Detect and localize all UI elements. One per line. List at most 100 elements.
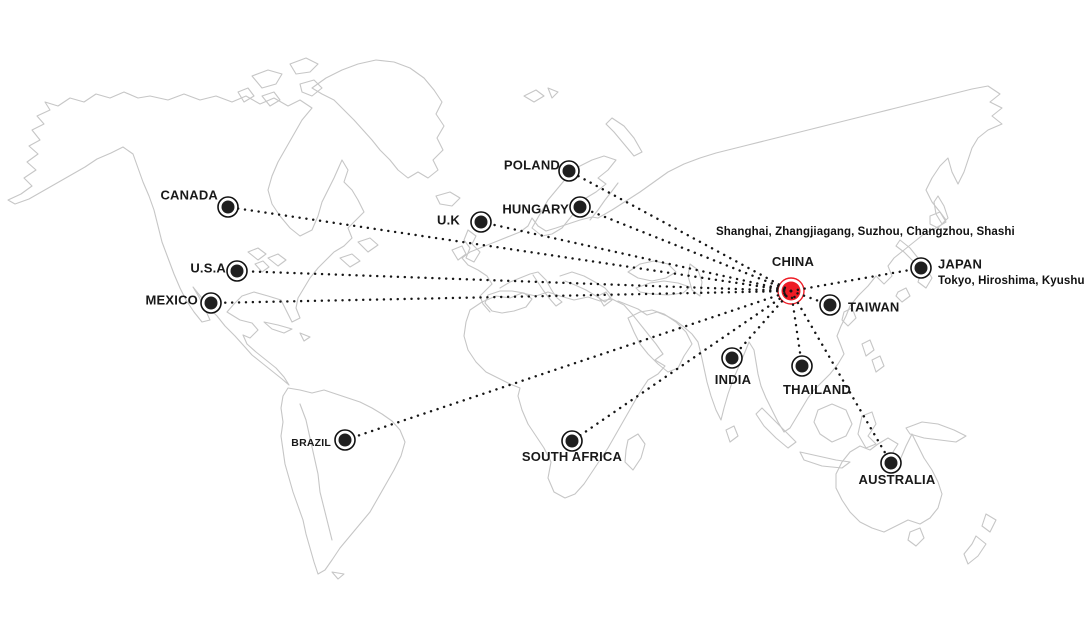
coastline-path <box>861 339 875 357</box>
label-australia: AUSTRALIA <box>858 472 936 487</box>
coastline-path <box>907 527 925 547</box>
route-lines <box>209 169 923 465</box>
marker-dot <box>884 456 898 470</box>
marker-dot <box>562 164 576 178</box>
coastline-path <box>251 69 283 89</box>
coastline-path <box>905 421 967 443</box>
label-south-africa: SOUTH AFRICA <box>521 449 623 464</box>
coastline-path <box>589 182 619 221</box>
label-poland: POLAND <box>503 157 560 173</box>
coastline-path <box>263 321 293 334</box>
marker-dot <box>795 359 809 373</box>
marker-dot <box>474 215 488 229</box>
world-map-outline <box>7 57 1003 580</box>
route-uk <box>479 220 793 293</box>
marker-australia <box>880 452 902 474</box>
coastline-path <box>299 79 323 97</box>
coastline-path <box>857 411 877 449</box>
marker-thailand <box>791 355 813 377</box>
coastline-path <box>267 253 287 267</box>
marker-dot <box>338 433 352 447</box>
label-mexico: MEXICO <box>145 292 198 308</box>
route-mexico <box>209 289 793 305</box>
marker-usa <box>226 260 248 282</box>
coastline-path <box>929 211 947 229</box>
coastline-path <box>813 403 853 443</box>
coastline-path <box>461 216 599 313</box>
coastline-path <box>357 237 379 253</box>
label-usa: U.S.A <box>190 260 226 276</box>
coastline-path <box>523 89 545 103</box>
coastline-path <box>299 403 333 541</box>
marker-dot <box>725 351 739 365</box>
marker-poland <box>558 160 580 182</box>
coastline-path <box>895 239 933 289</box>
marker-dot <box>573 200 587 214</box>
coastline-path <box>835 433 943 533</box>
route-usa <box>235 269 793 293</box>
coastline-path <box>547 87 559 99</box>
coastline-path <box>261 91 281 107</box>
marker-hungary <box>569 196 591 218</box>
marker-dot <box>823 298 837 312</box>
china-cities-note: Shanghai, Zhangjiagang, Suzhou, Changzho… <box>716 226 1015 238</box>
marker-taiwan <box>819 294 841 316</box>
route-south-africa <box>570 289 793 443</box>
label-brazil: BRAZIL <box>291 436 331 449</box>
coastline-path <box>963 535 987 565</box>
coastline-path <box>627 260 677 282</box>
marker-japan <box>910 257 932 279</box>
cities-note-japan: Tokyo, Hiroshima, Kyushu <box>938 275 1085 287</box>
coastline-path <box>484 290 533 314</box>
label-japan: JAPAN <box>938 256 983 272</box>
coastline-path <box>597 85 1003 433</box>
marker-mexico <box>200 292 222 314</box>
label-canada: CANADA <box>160 187 218 203</box>
route-india <box>730 289 793 360</box>
route-thailand <box>789 289 804 368</box>
route-poland <box>567 169 793 293</box>
marker-canada <box>217 196 239 218</box>
location-markers <box>200 160 932 474</box>
marker-uk <box>470 211 492 233</box>
coastline-path <box>895 287 911 303</box>
coastline-path <box>559 271 613 303</box>
marker-dot <box>230 264 244 278</box>
coastline-path <box>499 271 563 307</box>
label-taiwan: TAIWAN <box>848 299 900 315</box>
label-india: INDIA <box>714 372 752 387</box>
label-thailand: THAILAND <box>782 382 852 397</box>
coastline-path <box>871 355 885 373</box>
marker-south-africa <box>561 430 583 452</box>
label-hungary: HUNGARY <box>502 201 569 217</box>
marker-dot <box>221 200 235 214</box>
coastline-path <box>289 57 319 75</box>
label-uk: U.K <box>437 212 460 228</box>
coastline-path <box>339 253 361 268</box>
marker-india <box>721 347 743 369</box>
route-australia <box>789 289 893 465</box>
route-japan <box>789 266 923 293</box>
coastline-path <box>841 307 857 327</box>
coastline-path <box>624 433 646 471</box>
coastline-path <box>311 59 445 179</box>
coastline-path <box>627 309 693 373</box>
coastline-path <box>254 260 270 273</box>
coastline-path <box>451 245 467 261</box>
route-brazil <box>343 289 793 442</box>
coastline-path <box>299 332 311 342</box>
coastline-path <box>605 117 643 157</box>
coastline-path <box>799 451 851 469</box>
coastline-path <box>597 291 613 307</box>
coastline-path <box>247 247 267 261</box>
marker-dot <box>204 296 218 310</box>
coastline-path <box>531 155 617 237</box>
coastline-path <box>463 291 666 499</box>
coastline-path <box>7 91 365 386</box>
marker-dot <box>565 434 579 448</box>
coastline-path <box>331 571 345 580</box>
coastline-path <box>237 87 255 103</box>
